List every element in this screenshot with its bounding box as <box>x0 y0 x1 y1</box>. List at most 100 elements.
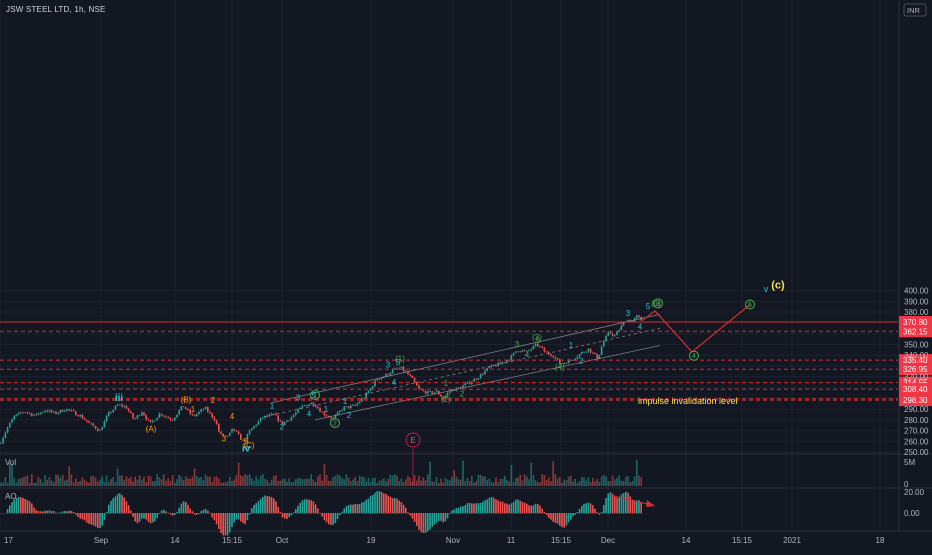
ao-bar <box>332 513 334 525</box>
candle-body <box>592 353 594 354</box>
candle-body <box>473 379 475 382</box>
volume-bar <box>13 478 15 486</box>
ao-bar <box>403 505 405 514</box>
volume-bar <box>262 474 264 486</box>
wave-label: 5 <box>244 437 249 446</box>
wave-label: 3 <box>296 393 301 402</box>
volume-bar <box>295 479 297 486</box>
ao-bar <box>445 513 447 521</box>
wave-label: 1 <box>191 405 196 414</box>
volume-bar <box>38 477 40 486</box>
ao-bar <box>310 500 312 513</box>
volume-bar <box>566 480 568 486</box>
candle-body <box>546 352 548 353</box>
volume-bar <box>216 476 218 486</box>
candle-body <box>638 315 640 317</box>
volume-bar <box>220 483 222 486</box>
wave-label: 3 <box>515 340 520 349</box>
ao-bar <box>548 513 550 518</box>
ao-bar <box>412 513 414 519</box>
ao-bar <box>161 511 163 514</box>
ao-bar <box>286 513 288 519</box>
ao-bar <box>231 513 233 527</box>
ao-bar <box>251 508 253 513</box>
wave-label: (4) <box>555 363 565 372</box>
ao-bar <box>478 503 480 513</box>
candle-body <box>315 405 317 407</box>
volume-bar <box>231 481 233 486</box>
candle-body <box>86 420 88 421</box>
volume-bar <box>583 477 585 486</box>
ao-bar <box>405 508 407 514</box>
ao-bar <box>585 503 587 513</box>
ao-bar <box>363 502 365 514</box>
candle-body <box>429 391 431 392</box>
volume-bar <box>185 476 187 486</box>
candle-body <box>159 414 161 418</box>
volume-bar <box>407 476 409 486</box>
candle-body <box>361 399 363 402</box>
wave-label: 1 <box>270 402 275 411</box>
ao-bar <box>361 502 363 513</box>
volume-bar <box>141 480 143 486</box>
volume-bar <box>101 476 103 486</box>
ao-bar <box>196 513 198 515</box>
ao-bar <box>339 513 341 515</box>
volume-bar <box>77 482 79 486</box>
volume-bar <box>590 482 592 486</box>
ao-bar <box>181 504 183 514</box>
volume-bar <box>577 483 579 486</box>
volume-bar <box>592 478 594 486</box>
volume-bar <box>460 480 462 486</box>
ao-bar <box>71 511 73 514</box>
ao-bar <box>387 496 389 514</box>
candle-body <box>596 354 598 359</box>
volume-bar <box>570 476 572 486</box>
candle-body <box>286 420 288 421</box>
ao-bar <box>269 496 271 513</box>
volume-bar <box>86 481 88 486</box>
volume-bar <box>581 477 583 486</box>
candle-body <box>475 379 477 380</box>
volume-bar <box>97 482 99 486</box>
candle-body <box>79 415 81 416</box>
candle-body <box>310 403 312 405</box>
candle-body <box>126 406 128 409</box>
volume-bar <box>31 474 33 486</box>
volume-bar <box>418 476 420 486</box>
price-axis-tick: 380.00 <box>904 308 929 317</box>
candle-body <box>275 414 277 416</box>
volume-bar <box>482 476 484 486</box>
candle-body <box>368 391 370 393</box>
candle-body <box>60 410 62 413</box>
candle-body <box>603 341 605 347</box>
candle-body <box>313 403 315 405</box>
volume-bar <box>508 481 510 486</box>
candle-body <box>588 349 590 352</box>
candle-body <box>533 346 535 349</box>
ao-bar <box>209 513 211 514</box>
volume-bar <box>176 479 178 486</box>
volume-bar <box>297 478 299 486</box>
candle-body <box>49 410 51 411</box>
candle-body <box>115 406 117 410</box>
ao-bar <box>198 513 200 514</box>
ao-bar <box>330 513 332 525</box>
ao-bar <box>132 513 134 517</box>
candle-body <box>132 413 134 418</box>
ao-bar <box>506 504 508 514</box>
volume-bar <box>46 480 48 486</box>
candle-body <box>409 374 411 375</box>
price-axis-tick: 290.00 <box>904 405 929 414</box>
volume-bar <box>548 478 550 486</box>
ao-bar <box>370 496 372 514</box>
candle-body <box>176 415 178 418</box>
volume-bar <box>315 482 317 486</box>
ao-bar <box>482 502 484 513</box>
volume-bar <box>555 474 557 486</box>
volume-bar <box>159 477 161 486</box>
candle-body <box>372 386 374 388</box>
ao-bar <box>522 502 524 514</box>
